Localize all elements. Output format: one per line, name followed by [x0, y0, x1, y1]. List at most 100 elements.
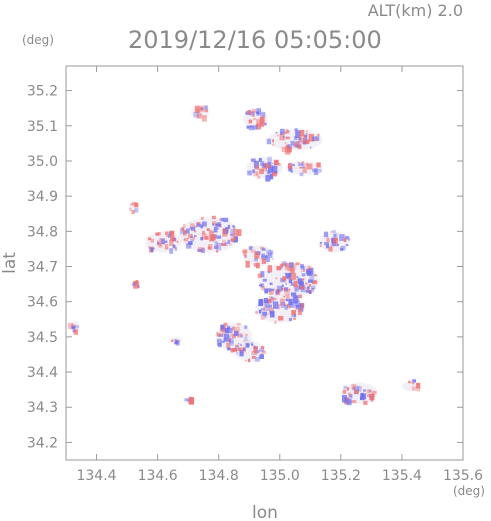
echo-pixel: [259, 168, 264, 175]
echo-pixel: [165, 247, 169, 250]
echo-pixel: [294, 301, 300, 307]
echo-pixel: [188, 233, 193, 239]
echo-pixel: [284, 304, 288, 310]
echo-pixel: [351, 400, 357, 404]
echo-pixel: [272, 258, 274, 260]
echo-pixel: [218, 218, 221, 221]
echo-pixel: [302, 166, 307, 174]
echo-pixel: [186, 243, 192, 249]
echo-pixel: [312, 136, 316, 142]
echo-pixel: [296, 276, 299, 278]
echo-pixel: [286, 130, 290, 132]
echo-pixel: [248, 125, 254, 131]
echo-cluster: [145, 230, 183, 255]
echo-pixel: [169, 239, 174, 246]
echo-pixel: [281, 146, 286, 153]
echo-pixel: [232, 239, 238, 243]
echo-cluster: [243, 108, 268, 131]
echo-cluster: [319, 229, 351, 253]
echo-pixel: [169, 230, 175, 237]
echo-pixel: [159, 237, 163, 241]
echo-pixel: [205, 109, 208, 113]
echo-pixel: [261, 255, 267, 260]
echo-pixel: [261, 253, 265, 257]
echo-pixel: [269, 173, 274, 180]
echo-pixel: [260, 271, 265, 278]
echo-pixel: [290, 292, 297, 297]
echo-pixel: [249, 111, 255, 116]
echo-pixel: [272, 140, 275, 143]
echo-pixel: [189, 226, 192, 230]
echo-pixel: [283, 131, 288, 134]
echo-cluster: [169, 336, 183, 346]
y-tick-label: 35.0: [27, 154, 58, 170]
echo-pixel: [305, 130, 309, 133]
echo-cluster: [183, 396, 195, 405]
echo-cluster: [255, 294, 305, 325]
echo-pixel: [288, 272, 292, 278]
echo-pixel: [217, 222, 221, 225]
echo-pixel: [357, 385, 362, 392]
echo-pixel: [208, 244, 213, 250]
echo-pixel: [200, 224, 203, 229]
echo-pixel: [253, 346, 258, 353]
echo-pixel: [133, 280, 139, 289]
echo-pixel: [251, 109, 257, 113]
echo-pixel: [226, 342, 231, 349]
echo-pixel: [249, 125, 253, 128]
echo-pixel: [234, 326, 240, 333]
echo-pixel: [272, 297, 277, 301]
echo-pixel: [164, 240, 168, 243]
echo-pixel: [277, 304, 280, 307]
echo-pixel: [332, 237, 338, 244]
echo-pixel: [258, 157, 262, 162]
echo-pixel: [282, 287, 285, 291]
echo-pixel: [261, 350, 266, 355]
echo-pixel: [252, 169, 255, 174]
y-tick-label: 34.9: [27, 189, 58, 205]
echo-pixel: [290, 273, 297, 280]
echo-pixel: [333, 234, 336, 238]
echo-pixel: [286, 130, 290, 134]
echo-pixel: [244, 325, 248, 329]
echo-pixel: [220, 324, 224, 330]
echo-pixel: [287, 144, 293, 149]
echo-pixel: [411, 381, 414, 384]
echo-pixel: [269, 296, 272, 301]
echo-pixel: [263, 306, 267, 311]
echo-pixel: [264, 122, 267, 126]
echo-pixel: [367, 394, 371, 398]
echo-pixel: [288, 279, 293, 284]
echo-pixel: [298, 304, 304, 312]
echo-pixel: [251, 350, 257, 356]
echo-pixel: [170, 236, 176, 242]
echo-pixel: [293, 141, 299, 148]
echo-pixel: [183, 224, 186, 228]
echo-cluster: [68, 321, 80, 335]
echo-pixel: [247, 170, 252, 176]
echo-pixel: [148, 246, 150, 249]
echo-pixel: [259, 348, 265, 352]
echo-pixel: [268, 299, 272, 304]
echo-pixel: [332, 239, 338, 246]
echo-pixel: [319, 244, 322, 248]
echo-base: [340, 382, 378, 404]
echo-pixel: [257, 273, 262, 278]
echo-pixel: [223, 322, 228, 326]
echo-pixel: [232, 348, 238, 352]
echo-pixel: [213, 226, 218, 233]
echo-pixel: [267, 299, 272, 304]
echo-pixel: [186, 228, 190, 234]
echo-pixel: [255, 165, 260, 170]
echo-pixel: [284, 142, 287, 144]
echo-pixel: [271, 171, 277, 177]
echo-pixel: [266, 170, 270, 175]
echo-pixel: [200, 105, 205, 113]
echo-pixel: [368, 389, 371, 392]
echo-pixel: [172, 244, 176, 248]
echo-cluster: [128, 201, 139, 215]
echo-pixel: [216, 333, 222, 337]
echo-pixel: [248, 119, 253, 124]
echo-pixel: [264, 314, 267, 318]
